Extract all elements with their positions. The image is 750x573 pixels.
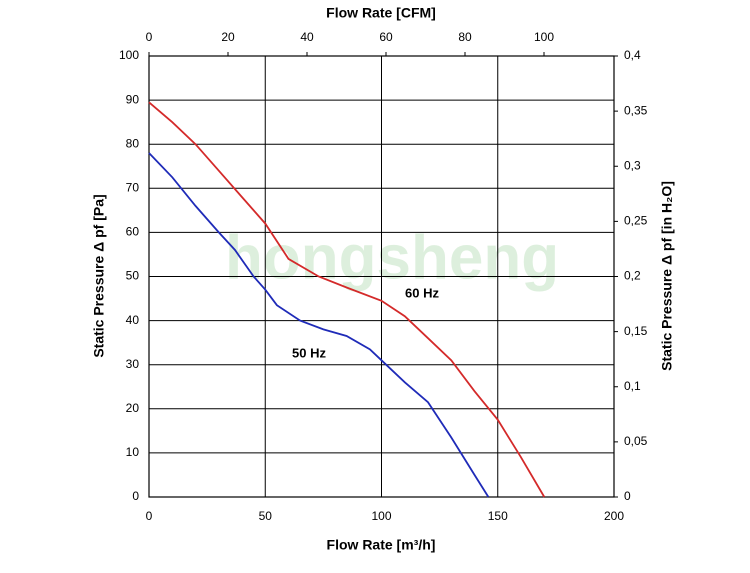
- watermark: hongsheng: [225, 223, 559, 292]
- x2-tick-label: 100: [534, 30, 554, 44]
- y2-tick-label: 0,3: [624, 158, 641, 172]
- x2-tick-label: 0: [146, 30, 153, 44]
- y2-tick-label: 0,2: [624, 269, 641, 283]
- y2-tick-label: 0,25: [624, 214, 648, 228]
- y2-tick-label: 0,15: [624, 324, 648, 338]
- y-tick-label: 40: [126, 313, 140, 327]
- x-tick-label: 150: [488, 509, 508, 523]
- bottom-axis-title: Flow Rate [m³/h]: [327, 537, 436, 553]
- plot-frame: [148, 55, 615, 498]
- y-tick-label: 10: [126, 445, 140, 459]
- y2-tick-label: 0,05: [624, 434, 648, 448]
- y2-tick-label: 0,1: [624, 379, 641, 393]
- y2-tick-label: 0,4: [624, 48, 641, 62]
- y-tick-label: 60: [126, 225, 140, 239]
- left-axis-title: Static Pressure Δ pf [Pa]: [91, 194, 107, 357]
- x-tick-label: 200: [604, 509, 624, 523]
- x2-tick-label: 60: [379, 30, 393, 44]
- right-axis-title: Static Pressure Δ pf [in H₂O]: [659, 181, 675, 371]
- series-line: [148, 101, 546, 498]
- series-line: [148, 152, 490, 498]
- y-tick-label: 50: [126, 269, 140, 283]
- y-tick-label: 80: [126, 136, 140, 150]
- x2-tick-label: 80: [458, 30, 472, 44]
- y-tick-label: 70: [126, 180, 140, 194]
- series-label: 60 Hz: [405, 285, 439, 300]
- y-tick-label: 100: [119, 48, 139, 62]
- y-tick-label: 30: [126, 357, 140, 371]
- x-tick-label: 50: [259, 509, 273, 523]
- series-label: 50 Hz: [292, 345, 326, 360]
- x-tick-label: 100: [371, 509, 391, 523]
- x-tick-label: 0: [146, 509, 153, 523]
- x2-tick-label: 40: [300, 30, 314, 44]
- y-tick-label: 90: [126, 92, 140, 106]
- y-tick-label: 20: [126, 401, 140, 415]
- y2-tick-label: 0: [624, 489, 631, 503]
- top-axis-title: Flow Rate [CFM]: [326, 5, 436, 21]
- y-tick-label: 0: [132, 489, 139, 503]
- x2-tick-label: 20: [221, 30, 235, 44]
- y2-tick-label: 0,35: [624, 103, 648, 117]
